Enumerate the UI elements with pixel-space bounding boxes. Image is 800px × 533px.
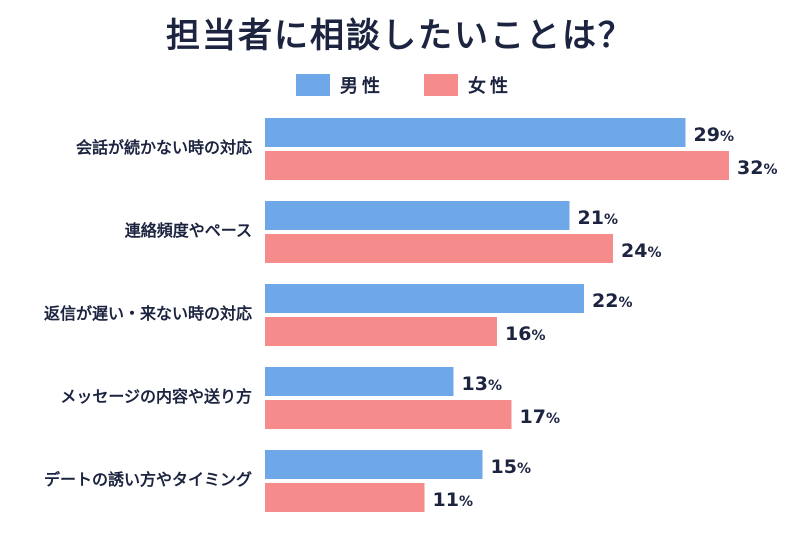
data-label: 21%: [578, 207, 618, 229]
bar-female: [265, 151, 729, 180]
category-label: 連絡頻度やペース: [125, 221, 252, 240]
data-label: 24%: [621, 240, 661, 262]
data-label: 29%: [694, 124, 734, 146]
legend: 男性 女性: [296, 72, 538, 98]
legend-label-male: 男性: [340, 76, 384, 97]
data-label: 22%: [592, 290, 632, 312]
data-label: 15%: [491, 456, 531, 478]
bar-female: [265, 400, 512, 429]
legend-item-female: 女性: [424, 72, 512, 98]
bar-male: [265, 367, 454, 396]
data-label: 16%: [505, 323, 545, 345]
bar-male: [265, 450, 483, 479]
bar-female: [265, 317, 497, 346]
category-label: 会話が続かない時の対応: [76, 138, 252, 157]
bar-male: [265, 284, 584, 313]
bar-female: [265, 234, 613, 263]
legend-label-female: 女性: [468, 76, 512, 97]
category-label: メッセージの内容や送り方: [60, 387, 252, 406]
data-label: 17%: [520, 406, 560, 428]
bar-male: [265, 201, 570, 230]
legend-swatch-male: [296, 74, 330, 96]
data-label: 32%: [737, 157, 777, 179]
category-label: デートの誘い方やタイミング: [44, 470, 252, 489]
chart-title: 担当者に相談したいことは？: [166, 16, 634, 56]
legend-item-male: 男性: [296, 72, 384, 98]
bar-male: [265, 118, 686, 147]
legend-swatch-female: [424, 74, 458, 96]
data-label: 11%: [433, 489, 473, 511]
data-label: 13%: [462, 373, 502, 395]
category-label: 返信が遅い・来ない時の対応: [44, 304, 252, 323]
bar-female: [265, 483, 425, 512]
